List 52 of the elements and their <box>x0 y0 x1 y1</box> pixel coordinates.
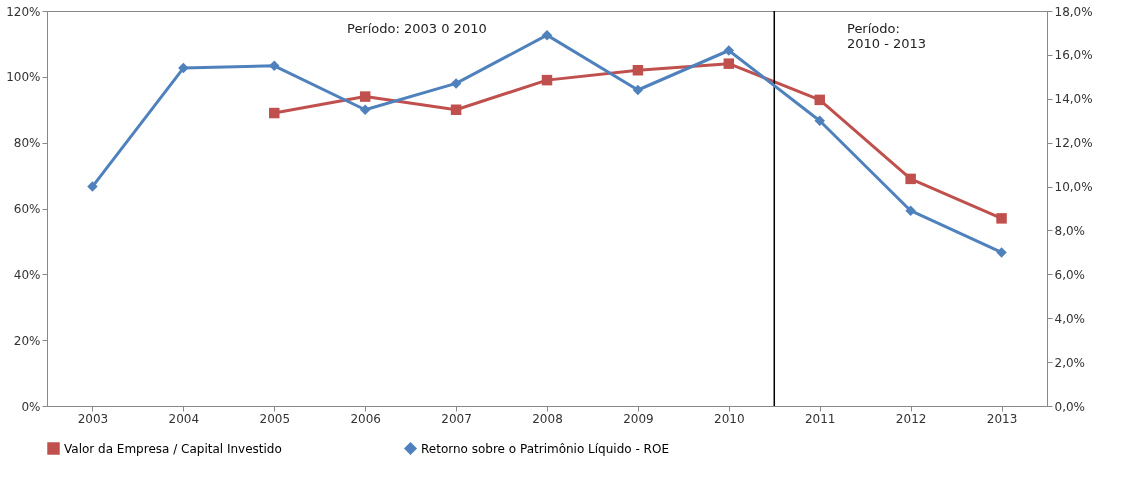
y2-tick-label: 10,0% <box>1054 180 1093 195</box>
point <box>450 104 462 115</box>
y2-tick-label: 12,0% <box>1054 136 1093 151</box>
x-tick-label: 2007 <box>441 411 472 426</box>
point <box>814 94 825 106</box>
point <box>632 65 644 76</box>
point <box>87 181 98 192</box>
point <box>723 58 735 69</box>
y-tick-label: 100% <box>6 70 41 85</box>
y2-tick-label: 14,0% <box>1054 92 1093 107</box>
point <box>269 107 280 119</box>
y-tick-label: 60% <box>13 202 41 216</box>
point <box>905 173 916 185</box>
x-tick-label: 2003 <box>77 411 109 426</box>
point <box>996 213 1007 224</box>
x-tick-label: 2004 <box>168 411 200 426</box>
annotation: Período: 2003 0 2010 <box>347 21 487 36</box>
point <box>450 78 462 89</box>
point <box>996 247 1007 258</box>
point <box>814 115 825 126</box>
point <box>269 60 280 72</box>
y2-tick-label: 0,0% <box>1054 399 1085 414</box>
x-tick-label: 2005 <box>259 411 291 426</box>
x-tick-label: 2012 <box>895 411 927 426</box>
point <box>541 74 553 86</box>
point <box>541 29 553 41</box>
point <box>359 91 371 102</box>
point <box>359 104 371 115</box>
y2-tick-label: 16,0% <box>1054 48 1093 63</box>
x-tick-label: 2011 <box>804 411 836 426</box>
y2-tick-label: 6,0% <box>1054 267 1085 282</box>
point <box>905 205 916 216</box>
legend-label: Valor da Empresa / Capital Investido <box>64 441 282 456</box>
x-tick-label: 2008 <box>532 411 563 426</box>
annotation: Período: 2010 - 2013 <box>847 21 927 51</box>
x-tick-label: 2006 <box>350 411 381 426</box>
point <box>632 84 644 96</box>
x-tick-label: 2013 <box>986 411 1018 426</box>
y2-tick-label: 4,0% <box>1054 311 1085 326</box>
x-tick-label: 2010 <box>714 411 745 426</box>
point <box>723 45 735 56</box>
y-tick-label: 0% <box>21 399 41 414</box>
y-tick-label: 40% <box>13 267 41 282</box>
y2-tick-label: 18,0% <box>1054 4 1093 19</box>
y-tick-label: 80% <box>13 136 41 151</box>
point <box>178 62 189 74</box>
y-tick-label: 120% <box>6 4 41 19</box>
legend-label: Retorno sobre o Patrimônio Líquido - ROE <box>421 441 669 456</box>
y2-tick-label: 2,0% <box>1054 355 1085 370</box>
y-tick-label: 20% <box>13 333 41 348</box>
y2-tick-label: 8,0% <box>1054 223 1085 238</box>
x-tick-label: 2009 <box>623 411 654 426</box>
